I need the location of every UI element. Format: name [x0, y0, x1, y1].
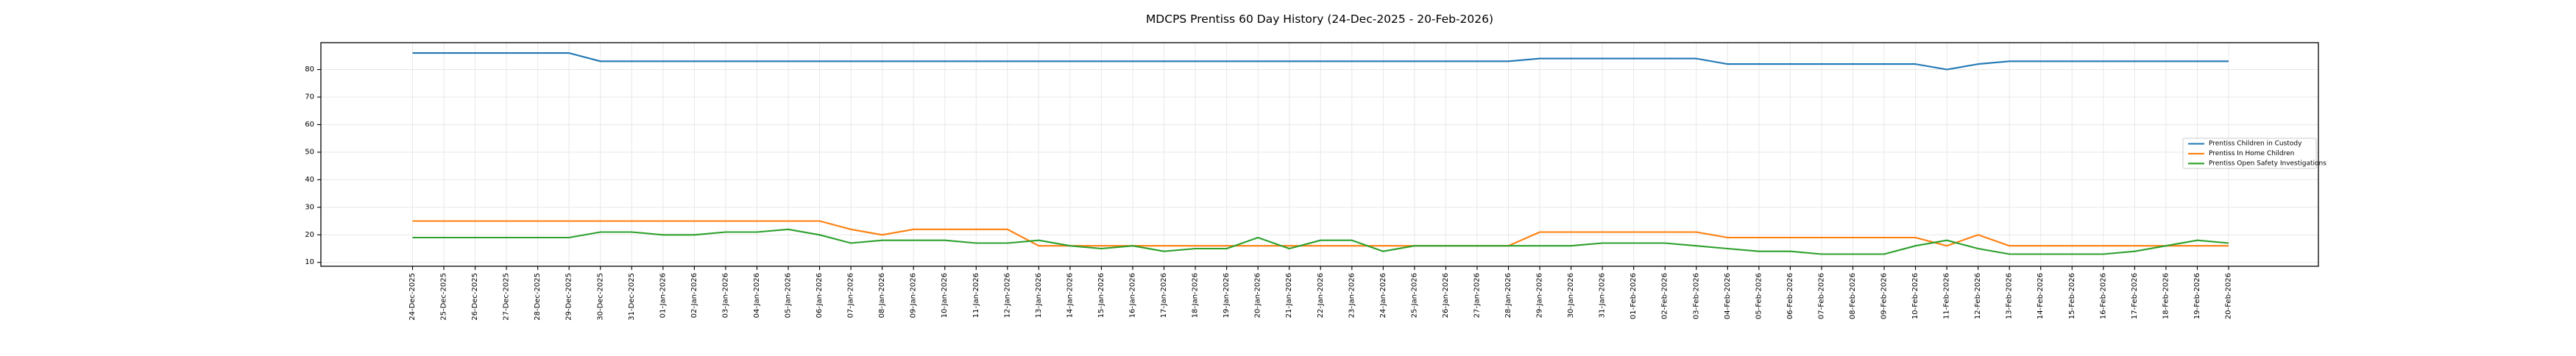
x-tick-label: 05-Jan-2026	[785, 273, 793, 318]
x-tick-label: 16-Feb-2026	[2099, 273, 2107, 319]
x-tick-label: 15-Jan-2026	[1097, 273, 1105, 318]
chart-root: 24-Dec-2025 25-Dec-2025 26-Dec-2025 27-Dec-…	[305, 42, 2326, 321]
x-tick-label: 12-Feb-2026	[1974, 273, 1982, 319]
x-tick-label: 04-Feb-2026	[1724, 273, 1732, 319]
x-tick-label: 14-Jan-2026	[1066, 273, 1074, 318]
x-tick-label: 28-Dec-2025	[534, 273, 542, 321]
x-tick-label: 08-Jan-2026	[878, 273, 886, 318]
x-tick-label: 01-Feb-2026	[1630, 273, 1638, 319]
x-tick-label: 13-Feb-2026	[2006, 273, 2014, 319]
x-tick-label: 13-Jan-2026	[1035, 273, 1043, 318]
x-tick-label: 25-Jan-2026	[1410, 273, 1418, 318]
y-tick-label: 70	[305, 93, 314, 102]
x-tick-label: 29-Jan-2026	[1536, 273, 1544, 318]
x-tick-label: 30-Dec-2025	[596, 273, 604, 321]
y-tick-label: 50	[305, 148, 314, 156]
series-line-1	[412, 52, 2229, 71]
x-tick-label: 16-Jan-2026	[1128, 273, 1136, 318]
x-tick-label: 03-Feb-2026	[1692, 273, 1700, 319]
x-tick-label: 14-Feb-2026	[2037, 273, 2045, 319]
x-tick-label: 18-Jan-2026	[1192, 273, 1200, 318]
y-tick-label: 20	[305, 231, 314, 239]
x-tick-label: 22-Jan-2026	[1317, 273, 1325, 318]
y-tick-label: 80	[305, 65, 314, 74]
x-tick-label: 27-Dec-2025	[503, 273, 511, 321]
x-tick-label: 19-Jan-2026	[1222, 273, 1231, 318]
x-tick-label: 27-Jan-2026	[1473, 273, 1481, 318]
x-tick-label: 10-Jan-2026	[941, 273, 949, 318]
x-tick-label: 04-Jan-2026	[753, 273, 761, 318]
y-tick-label: 30	[305, 203, 314, 211]
x-tick-label: 08-Feb-2026	[1849, 273, 1857, 319]
legend-box	[2182, 138, 2317, 169]
x-tick-label: 31-Jan-2026	[1599, 273, 1607, 318]
x-tick-label: 17-Feb-2026	[2131, 273, 2139, 319]
legend-label: Prentiss Open Safety Investigations	[2209, 160, 2326, 167]
legend-label: Prentiss In Home Children	[2209, 150, 2294, 157]
x-tick-label: 26-Jan-2026	[1442, 273, 1450, 318]
x-tick-label: 21-Jan-2026	[1285, 273, 1293, 318]
x-tick-label: 02-Jan-2026	[690, 273, 698, 318]
plot-border	[320, 42, 2319, 267]
x-tick-label: 06-Feb-2026	[1786, 273, 1794, 319]
legend-label: Prentiss Children in Custody	[2209, 140, 2302, 148]
x-tick-label: 11-Feb-2026	[1943, 273, 1951, 319]
x-tick-label: 10-Feb-2026	[1911, 273, 1919, 319]
x-tick-label: 09-Feb-2026	[1880, 273, 1889, 319]
x-tick-label: 02-Feb-2026	[1661, 273, 1669, 319]
x-tick-label: 23-Jan-2026	[1348, 273, 1356, 318]
x-tick-label: 11-Jan-2026	[972, 273, 980, 318]
y-tick-label: 10	[305, 258, 314, 266]
x-tick-label: 20-Feb-2026	[2225, 273, 2233, 319]
series-line-2	[412, 220, 2229, 247]
x-tick-label: 03-Jan-2026	[721, 273, 729, 318]
x-tick-label: 25-Dec-2025	[440, 273, 448, 321]
x-tick-label: 26-Dec-2025	[471, 273, 479, 321]
x-tick-label: 29-Dec-2025	[565, 273, 573, 321]
x-tick-label: 28-Jan-2026	[1504, 273, 1512, 318]
x-tick-label: 24-Dec-2025	[408, 273, 417, 321]
x-tick-label: 06-Jan-2026	[815, 273, 824, 318]
x-tick-label: 07-Jan-2026	[847, 273, 855, 318]
y-tick-label: 60	[305, 121, 314, 129]
x-tick-label: 31-Dec-2025	[628, 273, 636, 321]
x-tick-label: 18-Feb-2026	[2162, 273, 2170, 319]
x-tick-label: 12-Jan-2026	[1003, 273, 1011, 318]
x-tick-label: 19-Feb-2026	[2193, 273, 2201, 319]
x-tick-label: 24-Jan-2026	[1379, 273, 1387, 318]
x-tick-label: 09-Jan-2026	[910, 273, 918, 318]
chart-title: MDCPS Prentiss 60 Day History (24-Dec-20…	[1146, 13, 1493, 26]
x-tick-label: 05-Feb-2026	[1755, 273, 1763, 319]
x-tick-label: 17-Jan-2026	[1160, 273, 1168, 318]
y-tick-label: 40	[305, 176, 314, 184]
x-tick-label: 20-Jan-2026	[1254, 273, 1262, 318]
x-tick-label: 07-Feb-2026	[1817, 273, 1825, 319]
series-line-3	[412, 228, 2229, 255]
x-tick-label: 01-Jan-2026	[659, 273, 667, 318]
x-tick-label: 30-Jan-2026	[1567, 273, 1575, 318]
x-tick-label: 15-Feb-2026	[2068, 273, 2076, 319]
